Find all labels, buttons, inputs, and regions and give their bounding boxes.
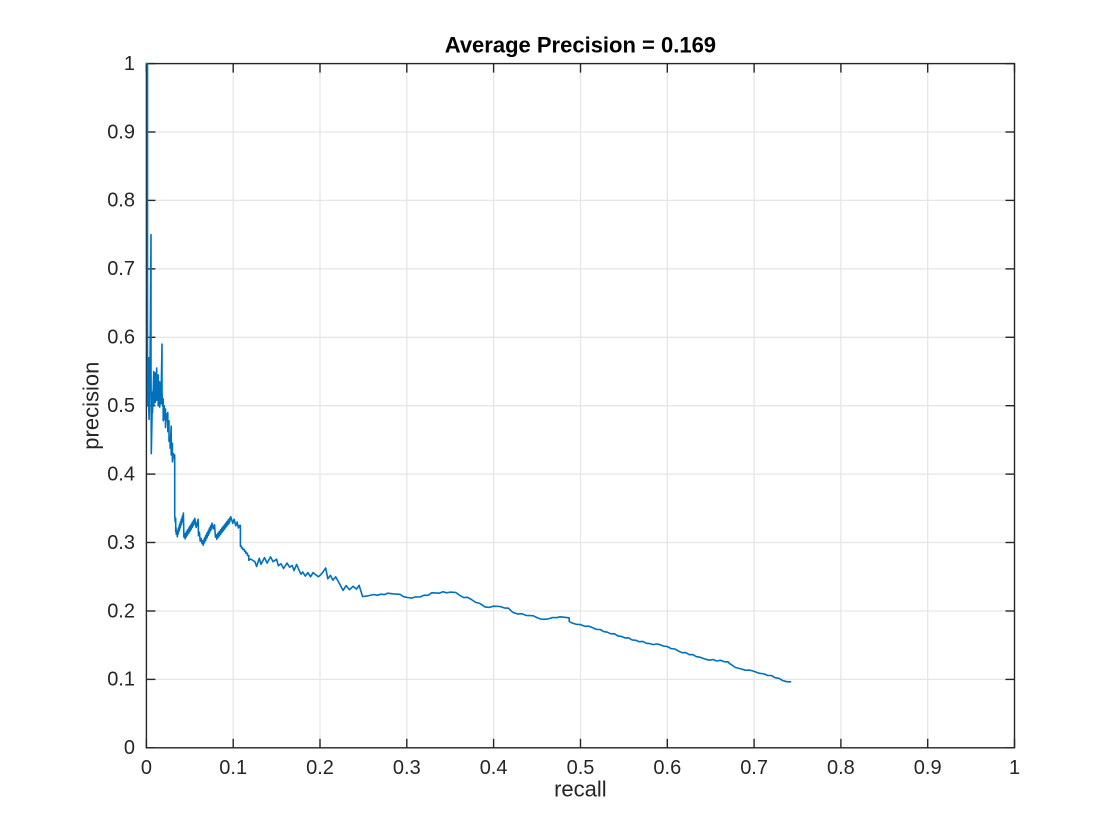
svg-text:0.5: 0.5	[567, 757, 595, 779]
svg-text:0.8: 0.8	[107, 190, 135, 212]
svg-text:0.7: 0.7	[107, 258, 135, 280]
svg-text:1: 1	[1009, 757, 1020, 779]
svg-text:0.1: 0.1	[219, 757, 247, 779]
svg-text:0.9: 0.9	[107, 121, 135, 143]
svg-text:0.4: 0.4	[480, 757, 508, 779]
svg-text:recall: recall	[554, 777, 607, 802]
svg-text:0.7: 0.7	[740, 757, 768, 779]
svg-text:precision: precision	[79, 362, 104, 450]
svg-text:0.6: 0.6	[107, 327, 135, 349]
svg-text:0.6: 0.6	[653, 757, 681, 779]
svg-text:0.9: 0.9	[914, 757, 942, 779]
svg-text:0.8: 0.8	[827, 757, 855, 779]
svg-text:0.3: 0.3	[107, 532, 135, 554]
svg-text:0.5: 0.5	[107, 395, 135, 417]
svg-text:Average Precision = 0.169: Average Precision = 0.169	[445, 32, 716, 57]
svg-text:0.3: 0.3	[393, 757, 421, 779]
svg-text:1: 1	[124, 53, 135, 75]
svg-text:0.2: 0.2	[306, 757, 334, 779]
svg-text:0.1: 0.1	[107, 669, 135, 691]
svg-text:0: 0	[124, 737, 135, 759]
svg-text:0: 0	[141, 757, 152, 779]
svg-text:0.2: 0.2	[107, 600, 135, 622]
svg-text:0.4: 0.4	[107, 463, 135, 485]
